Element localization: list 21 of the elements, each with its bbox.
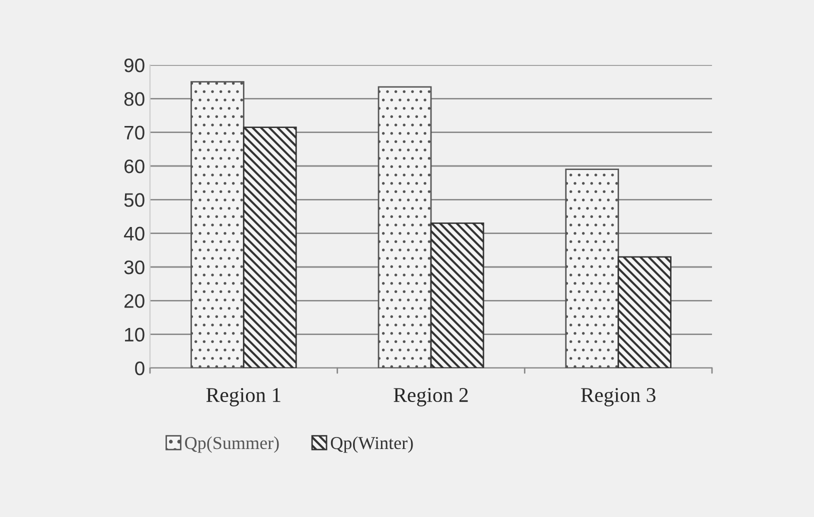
y-tick-label: 10 (124, 328, 144, 342)
y-tick-label: 90 (124, 58, 144, 72)
bar (430, 222, 484, 368)
y-tick-label: 20 (124, 294, 144, 308)
x-tick-label: Region 1 (206, 388, 280, 406)
text: Qp(Summer) (185, 436, 279, 453)
x-tick-label: Region 3 (581, 388, 656, 406)
y-tick-label: 30 (124, 260, 144, 274)
y-tick-label: 50 (124, 193, 144, 207)
bar (242, 126, 297, 368)
y-tick-label: 40 (124, 226, 144, 241)
legend-label: Qp(Winter) (330, 436, 413, 453)
y-tick-label: 60 (124, 159, 144, 174)
bar (190, 81, 244, 368)
y-tick-label: 70 (124, 126, 144, 140)
y-tick-label: 80 (124, 92, 144, 106)
bar (618, 256, 672, 368)
bar (378, 86, 432, 368)
x-tick-label: Region 2 (394, 388, 468, 406)
y-tick-label: 0 (135, 361, 144, 376)
bar (565, 168, 620, 368)
